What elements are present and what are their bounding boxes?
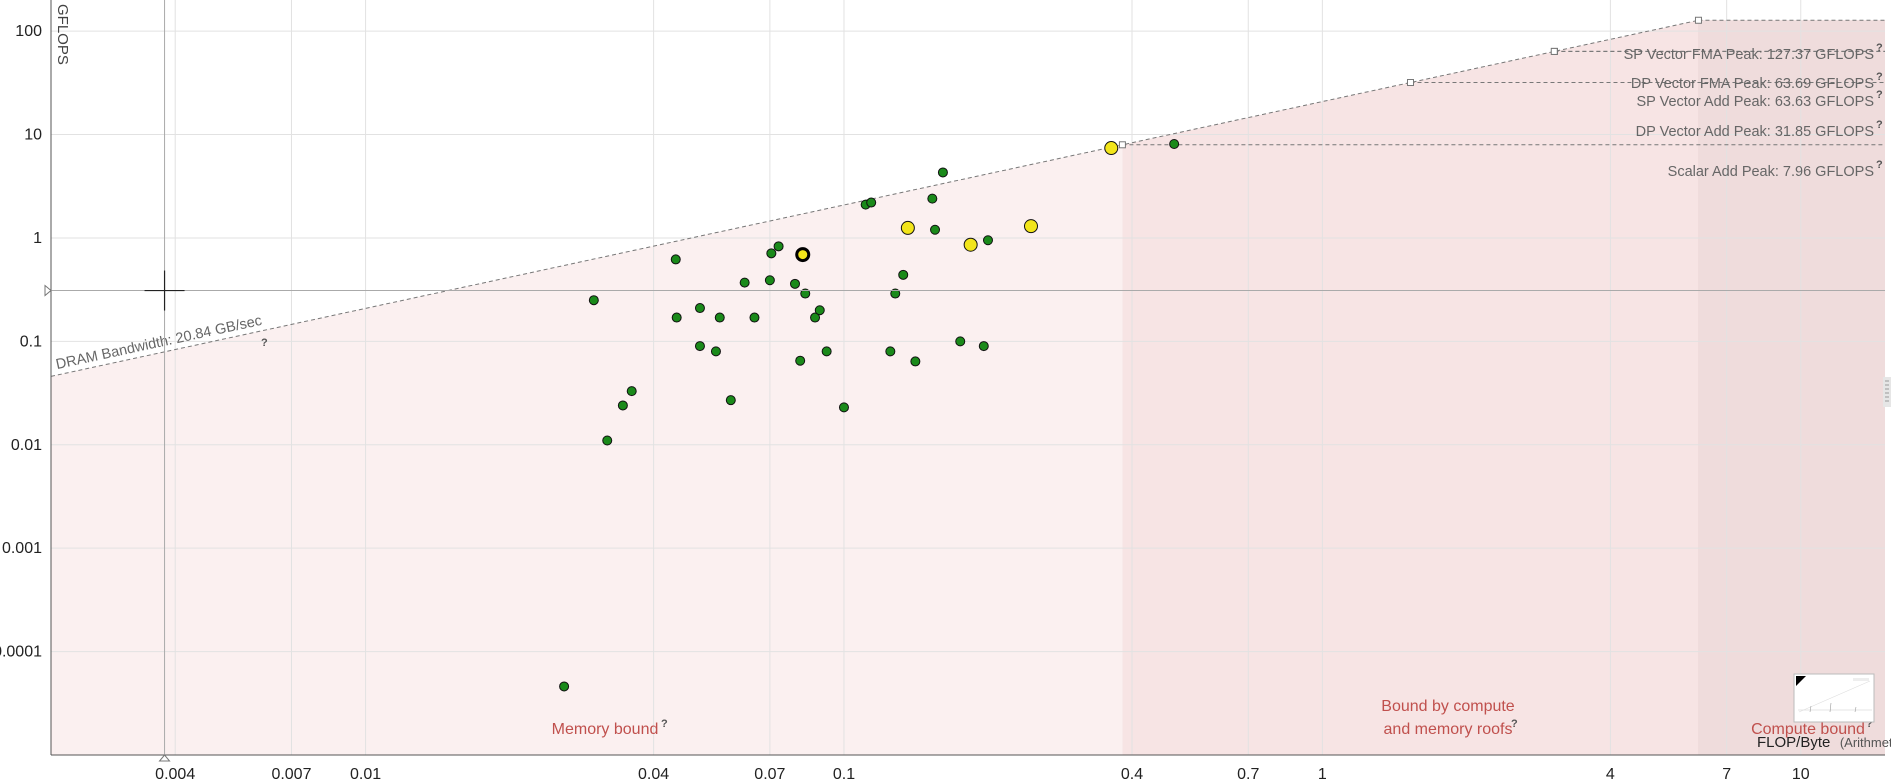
roof-knee-marker[interactable] — [1118, 141, 1126, 149]
data-point-green[interactable] — [910, 356, 921, 367]
data-point-green[interactable] — [930, 224, 941, 235]
compute-roof-label: SP Vector FMA Peak: 127.37 GFLOPS — [1624, 47, 1874, 63]
compute-roof-label: DP Vector Add Peak: 31.85 GFLOPS — [1636, 124, 1874, 140]
y-axis-cursor-marker[interactable] — [44, 284, 52, 297]
data-point-green[interactable] — [898, 269, 909, 280]
data-point-green[interactable] — [617, 400, 628, 411]
data-point-green[interactable] — [885, 346, 896, 357]
data-point-green[interactable] — [814, 305, 825, 316]
data-point-green[interactable] — [1169, 139, 1180, 150]
memory-bound-help-icon[interactable]: ? — [661, 718, 668, 730]
data-point-green[interactable] — [559, 681, 570, 692]
data-point-green[interactable] — [626, 386, 637, 397]
x-tick-label: 4 — [1606, 766, 1615, 783]
data-point-green[interactable] — [955, 336, 966, 347]
x-axis-title-paren: (Arithmetic Intensity) — [1840, 735, 1891, 750]
data-point-green[interactable] — [671, 312, 682, 323]
data-point-green[interactable] — [866, 197, 877, 208]
compute-memory-bound-help-icon[interactable]: ? — [1511, 718, 1518, 730]
data-point-yellow[interactable] — [963, 237, 978, 252]
data-point-selected[interactable] — [797, 249, 809, 261]
x-axis-cursor-marker[interactable] — [158, 754, 171, 762]
data-point-yellow[interactable] — [1023, 219, 1038, 234]
data-point-yellow[interactable] — [900, 220, 915, 235]
data-point-green[interactable] — [821, 346, 832, 357]
dram-bandwidth-roof[interactable] — [51, 19, 1699, 377]
compute-memory-bound-region — [1122, 20, 1885, 755]
y-tick-label: 0.001 — [2, 540, 42, 557]
compute-roof-label: Scalar Add Peak: 7.96 GFLOPS — [1668, 164, 1874, 180]
data-point-green[interactable] — [670, 254, 681, 265]
data-point-green[interactable] — [739, 277, 750, 288]
y-tick-label: 0.01 — [11, 437, 42, 454]
data-point-green[interactable] — [694, 303, 705, 314]
compute-roof-help-icon[interactable]: ? — [1876, 159, 1883, 171]
compute-roof-help-icon[interactable]: ? — [1876, 119, 1883, 131]
y-axis-title: GFLOPS — [54, 4, 71, 65]
compute-memory-bound-label-line1: Bound by compute — [1381, 698, 1515, 715]
x-tick-label: 0.04 — [638, 766, 669, 783]
data-point-green[interactable] — [810, 312, 821, 323]
data-point-green[interactable] — [773, 241, 784, 252]
compute-bound-label: Compute bound — [1751, 721, 1865, 738]
y-tick-label: 10 — [24, 127, 42, 144]
y-tick-label: 100 — [15, 23, 42, 40]
data-point-green[interactable] — [749, 312, 760, 323]
memory-bound-label: Memory bound — [552, 721, 659, 738]
x-tick-label: 1 — [1318, 766, 1327, 783]
data-point-green[interactable] — [838, 402, 849, 413]
x-axis-title-main: FLOP/Byte — [1757, 734, 1830, 751]
x-tick-label: 7 — [1722, 766, 1731, 783]
compute-roof-label: DP Vector FMA Peak: 63.69 GFLOPS — [1631, 76, 1874, 92]
data-point-green[interactable] — [710, 346, 721, 357]
data-point-green[interactable] — [978, 341, 989, 352]
data-point-green[interactable] — [588, 295, 599, 306]
data-point-green[interactable] — [800, 288, 811, 299]
x-tick-label: 10 — [1792, 766, 1810, 783]
data-point-green[interactable] — [766, 248, 777, 259]
y-tick-label: 1 — [33, 230, 42, 247]
data-point-green[interactable] — [937, 167, 948, 178]
data-point-green[interactable] — [694, 341, 705, 352]
x-tick-label: 0.1 — [833, 766, 855, 783]
roof-knee-marker[interactable] — [1406, 79, 1414, 87]
compute-roof-help-icon[interactable]: ? — [1876, 42, 1883, 54]
compute-roof-help-icon[interactable]: ? — [1876, 89, 1883, 101]
minimap-thumbnail[interactable] — [1793, 673, 1875, 723]
roof-knee-marker[interactable] — [1550, 47, 1558, 55]
data-point-green[interactable] — [725, 395, 736, 406]
data-point-green[interactable] — [982, 235, 993, 246]
x-tick-label: 0.4 — [1121, 766, 1143, 783]
x-tick-label: 0.004 — [155, 766, 195, 783]
x-tick-label: 0.01 — [350, 766, 381, 783]
y-tick-label: 0.0001 — [0, 644, 42, 661]
data-point-green[interactable] — [764, 275, 775, 286]
x-tick-label: 0.007 — [271, 766, 311, 783]
data-point-green[interactable] — [927, 193, 938, 204]
roof-knee-marker[interactable] — [1694, 16, 1702, 24]
data-point-green[interactable] — [714, 312, 725, 323]
compute-bound-help-icon[interactable]: ? — [1866, 718, 1873, 730]
y-tick-label: 0.1 — [20, 333, 42, 350]
x-tick-label: 0.7 — [1237, 766, 1259, 783]
x-axis-title: FLOP/Byte (Arithmetic Intensity) — [1757, 734, 1891, 751]
data-point-green[interactable] — [602, 435, 613, 446]
data-point-green[interactable] — [789, 278, 800, 289]
data-point-green[interactable] — [890, 288, 901, 299]
scroll-handle[interactable] — [1883, 377, 1891, 407]
compute-bound-region — [1698, 20, 1885, 755]
compute-roof-help-icon[interactable]: ? — [1876, 71, 1883, 83]
data-point-yellow[interactable] — [1104, 141, 1119, 156]
compute-roof-label: SP Vector Add Peak: 63.63 GFLOPS — [1636, 94, 1874, 110]
memory-bound-region — [51, 144, 1123, 755]
dram-bandwidth-help-icon[interactable]: ? — [261, 337, 268, 349]
x-tick-label: 0.07 — [754, 766, 785, 783]
compute-memory-bound-label-line2: and memory roofs — [1384, 721, 1513, 738]
data-point-green[interactable] — [795, 355, 806, 366]
